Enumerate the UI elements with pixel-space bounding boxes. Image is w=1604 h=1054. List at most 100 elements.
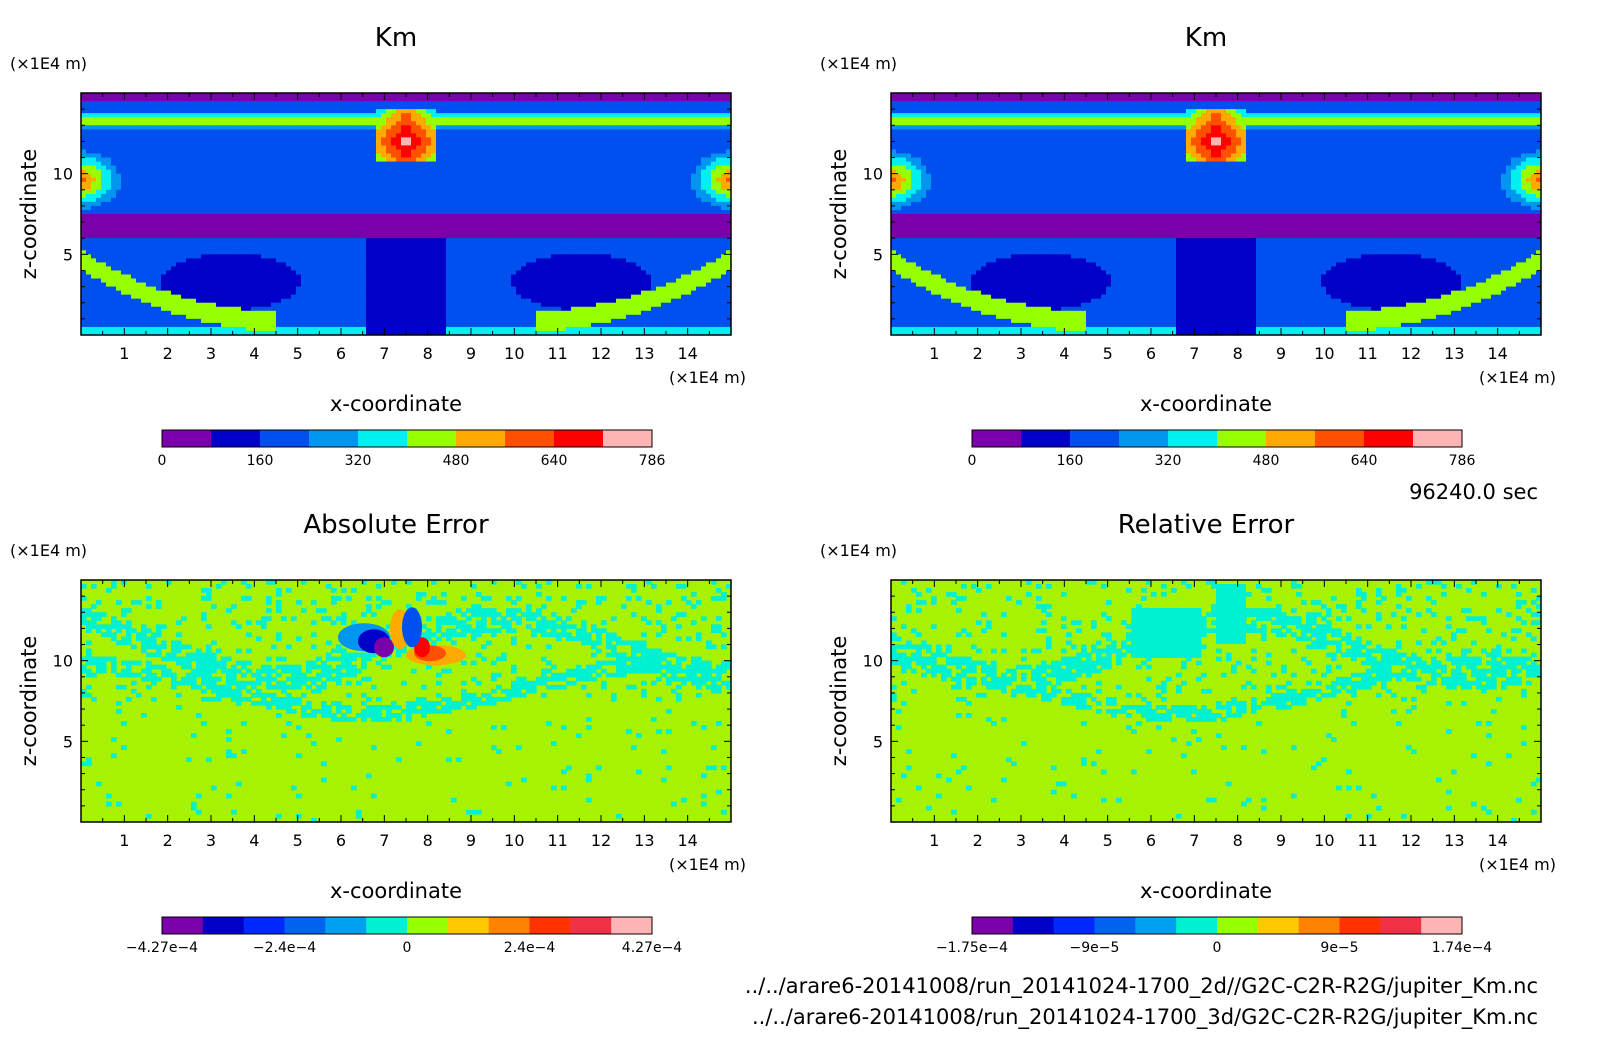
x-tick-label: 1 <box>119 344 129 363</box>
panel-4: Relative Error(×1E4 m)1 2 3 4 5 6 7 8 9 10 11 12 13 1… <box>820 510 1556 956</box>
x-tick-label: 1 <box>929 831 939 850</box>
colorbar-tick-label: −9e−5 <box>1070 940 1120 956</box>
colorbar-segment <box>1257 917 1300 934</box>
x-tick-label: 6 <box>336 344 346 363</box>
colorbar: −1.75e−4 −9e−5 0 9e−5 1.74e−4 <box>936 916 1492 956</box>
x-axis-label: x-coordinate <box>330 879 462 903</box>
x-axis-label: x-coordinate <box>1140 879 1272 903</box>
y-axis-label: z-coordinate <box>827 636 851 767</box>
colorbar-segment <box>1413 430 1463 447</box>
colorbar-tick-label: −1.75e−4 <box>936 940 1008 956</box>
contour-field <box>81 93 731 335</box>
x-tick-label: 14 <box>1487 831 1507 850</box>
colorbar-segment <box>972 917 1014 934</box>
colorbar-segment <box>505 430 555 447</box>
colorbar-segment <box>366 917 408 934</box>
x-tick-label: 8 <box>1233 831 1243 850</box>
x-tick-label: 3 <box>206 344 216 363</box>
colorbar-segment <box>211 430 261 447</box>
contour-field <box>81 580 731 822</box>
colorbar-segment <box>570 917 612 934</box>
y-tick-label: 5 <box>63 245 73 264</box>
y-unit-label: (×1E4 m) <box>820 54 897 73</box>
colorbar-segment <box>407 917 449 934</box>
x-tick-label: 2 <box>973 831 983 850</box>
colorbar-tick-label: 320 <box>1155 453 1182 469</box>
x-tick-label: 10 <box>1314 831 1334 850</box>
colorbar-segment <box>529 917 571 934</box>
y-unit-label: (×1E4 m) <box>820 541 897 560</box>
colorbar-segment <box>1135 917 1177 934</box>
x-tick-label: 6 <box>336 831 346 850</box>
colorbar-segment <box>1119 430 1169 447</box>
x-tick-label: 14 <box>677 831 697 850</box>
x-tick-label: 5 <box>293 344 303 363</box>
colorbar-tick-label: 320 <box>345 453 372 469</box>
colorbar-tick-label: 4.27e−4 <box>622 940 683 956</box>
colorbar: 0 160 320 480 640 786 <box>968 429 1475 469</box>
y-tick-label: 5 <box>873 245 883 264</box>
colorbar-tick-label: 480 <box>443 453 470 469</box>
x-tick-label: 9 <box>466 344 476 363</box>
x-tick-label: 12 <box>1401 344 1421 363</box>
colorbar-segment <box>603 430 653 447</box>
x-tick-label: 13 <box>1444 831 1464 850</box>
x-unit-label: (×1E4 m) <box>669 368 746 387</box>
x-tick-label: 1 <box>929 344 939 363</box>
colorbar-segment <box>284 917 326 934</box>
contour-field <box>891 93 1541 335</box>
x-tick-label: 3 <box>1016 344 1026 363</box>
y-tick-label: 5 <box>873 732 883 751</box>
x-tick-label: 11 <box>1357 344 1377 363</box>
y-tick-label: 10 <box>53 652 73 671</box>
x-tick-label: 6 <box>1146 831 1156 850</box>
x-unit-label: (×1E4 m) <box>669 855 746 874</box>
x-tick-label: 5 <box>1103 344 1113 363</box>
x-tick-label: 9 <box>1276 344 1286 363</box>
colorbar-tick-label: 0 <box>403 940 412 956</box>
x-tick-label: 8 <box>423 344 433 363</box>
colorbar-tick-label: −2.4e−4 <box>253 940 316 956</box>
x-tick-label: 9 <box>1276 831 1286 850</box>
colorbar-segment <box>325 917 367 934</box>
colorbar-segment <box>260 430 310 447</box>
footer-line-1: ../../arare6-20141008/run_20141024-1700_… <box>745 974 1538 999</box>
panel-title: Km <box>375 23 417 53</box>
x-tick-label: 14 <box>677 344 697 363</box>
x-tick-label: 4 <box>1059 831 1069 850</box>
x-tick-label: 4 <box>249 831 259 850</box>
x-tick-label: 2 <box>163 344 173 363</box>
x-tick-label: 11 <box>1357 831 1377 850</box>
colorbar-segment <box>1217 430 1267 447</box>
colorbar-segment <box>447 917 490 934</box>
colorbar-segment <box>1380 917 1422 934</box>
colorbar: −4.27e−4 −2.4e−4 0 2.4e−4 4.27e−4 <box>126 916 683 956</box>
colorbar-segment <box>407 430 457 447</box>
x-tick-label: 13 <box>634 831 654 850</box>
y-axis-label: z-coordinate <box>17 149 41 280</box>
colorbar-tick-label: 160 <box>1057 453 1084 469</box>
x-tick-label: 7 <box>379 344 389 363</box>
colorbar-segment <box>1070 430 1120 447</box>
contour-field <box>891 580 1541 822</box>
colorbar-segment <box>1298 917 1340 934</box>
x-tick-label: 10 <box>1314 344 1334 363</box>
colorbar-segment <box>1315 430 1365 447</box>
y-axis-label: z-coordinate <box>17 636 41 767</box>
colorbar-tick-label: 9e−5 <box>1320 940 1358 956</box>
y-unit-label: (×1E4 m) <box>10 54 87 73</box>
colorbar-segment <box>202 917 245 934</box>
x-tick-label: 7 <box>1189 344 1199 363</box>
x-tick-label: 13 <box>1444 344 1464 363</box>
colorbar-segment <box>1364 430 1414 447</box>
x-tick-label: 8 <box>1233 344 1243 363</box>
x-tick-label: 3 <box>1016 831 1026 850</box>
x-tick-label: 4 <box>249 344 259 363</box>
x-tick-label: 2 <box>973 344 983 363</box>
panel-title: Km <box>1185 23 1227 53</box>
colorbar-segment <box>162 430 212 447</box>
x-tick-label: 11 <box>547 831 567 850</box>
colorbar-segment <box>358 430 408 447</box>
x-tick-label: 4 <box>1059 344 1069 363</box>
